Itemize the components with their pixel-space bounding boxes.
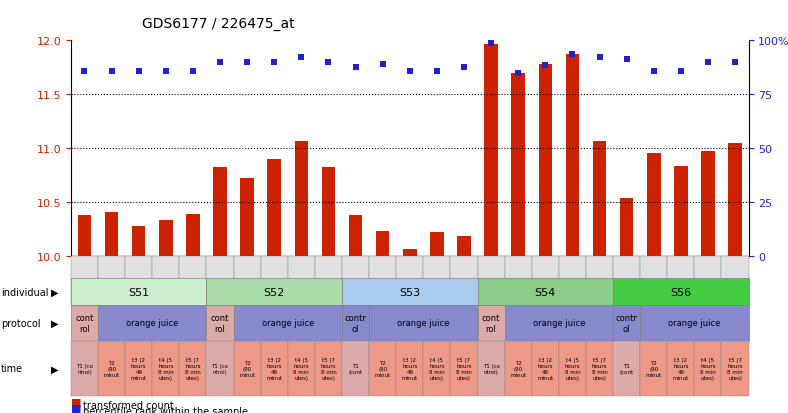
Text: ▶: ▶	[51, 287, 59, 297]
Bar	[728, 143, 742, 256]
Text: cont
rol: cont rol	[211, 313, 229, 333]
Bar	[457, 237, 470, 256]
Text: contr
ol: contr ol	[615, 313, 637, 333]
Bar	[132, 226, 146, 256]
Bar	[593, 141, 606, 256]
Text: individual: individual	[1, 287, 48, 297]
Text: ■: ■	[71, 397, 81, 407]
Bar	[295, 141, 308, 256]
Text: t5 (7
hours
8 min
utes): t5 (7 hours 8 min utes)	[592, 357, 608, 380]
Bar	[214, 168, 227, 256]
Bar	[186, 214, 199, 256]
Bar	[240, 179, 254, 256]
Text: S53: S53	[400, 287, 420, 297]
Bar	[566, 55, 579, 256]
Text: contr
ol: contr ol	[344, 313, 366, 333]
Text: t4 (5
hours
8 min
utes): t4 (5 hours 8 min utes)	[700, 357, 716, 380]
Text: time: time	[1, 363, 23, 374]
Bar	[349, 215, 362, 256]
Text: t4 (5
hours
8 min
utes): t4 (5 hours 8 min utes)	[158, 357, 173, 380]
Bar	[511, 74, 525, 256]
Text: transformed count: transformed count	[83, 400, 173, 410]
Text: ▶: ▶	[51, 363, 59, 374]
Text: GDS6177 / 226475_at: GDS6177 / 226475_at	[142, 17, 295, 31]
Text: orange juice: orange juice	[533, 319, 585, 328]
Text: t3 (2
hours
49
minut: t3 (2 hours 49 minut	[673, 357, 689, 380]
Bar	[159, 221, 173, 256]
Text: t5 (7
hours
8 min
utes): t5 (7 hours 8 min utes)	[185, 357, 201, 380]
Text: T2
(90
minut: T2 (90 minut	[645, 360, 662, 377]
Text: ■: ■	[71, 403, 81, 413]
Text: T1 (co
ntrol): T1 (co ntrol)	[76, 363, 93, 374]
Text: t4 (5
hours
8 min
utes): t4 (5 hours 8 min utes)	[429, 357, 444, 380]
Text: t4 (5
hours
8 min
utes): t4 (5 hours 8 min utes)	[564, 357, 580, 380]
Text: T2
(90
minut: T2 (90 minut	[103, 360, 120, 377]
Text: S54: S54	[535, 287, 556, 297]
Text: S52: S52	[264, 287, 284, 297]
Text: t3 (2
hours
49
minut: t3 (2 hours 49 minut	[266, 357, 282, 380]
Bar	[538, 65, 552, 256]
Text: orange juice: orange juice	[397, 319, 449, 328]
Text: protocol: protocol	[1, 318, 40, 328]
Text: percentile rank within the sample: percentile rank within the sample	[83, 406, 247, 413]
Bar	[403, 249, 417, 256]
Text: orange juice: orange juice	[126, 319, 178, 328]
Bar	[674, 167, 688, 256]
Text: T2
(90
minut: T2 (90 minut	[239, 360, 255, 377]
Text: orange juice: orange juice	[668, 319, 720, 328]
Text: orange juice: orange juice	[262, 319, 314, 328]
Text: t5 (7
hours
8 min
utes): t5 (7 hours 8 min utes)	[456, 357, 472, 380]
Text: S56: S56	[671, 287, 691, 297]
Bar	[485, 45, 498, 256]
Text: t4 (5
hours
8 min
utes): t4 (5 hours 8 min utes)	[293, 357, 309, 380]
Text: cont
rol: cont rol	[76, 313, 94, 333]
Text: ▶: ▶	[51, 318, 59, 328]
Text: T2
(90
minut: T2 (90 minut	[510, 360, 526, 377]
Bar	[701, 152, 715, 256]
Bar	[376, 231, 389, 256]
Bar	[267, 159, 281, 256]
Text: T1 (co
ntrol): T1 (co ntrol)	[211, 363, 229, 374]
Bar	[647, 154, 660, 256]
Text: t3 (2
hours
49
minut: t3 (2 hours 49 minut	[537, 357, 553, 380]
Text: T1 (co
ntrol): T1 (co ntrol)	[482, 363, 500, 374]
Bar	[322, 168, 335, 256]
Text: T2
(90
minut: T2 (90 minut	[374, 360, 391, 377]
Text: T1
(cont: T1 (cont	[619, 363, 634, 374]
Text: t5 (7
hours
8 min
utes): t5 (7 hours 8 min utes)	[727, 357, 743, 380]
Text: cont
rol: cont rol	[482, 313, 500, 333]
Text: t3 (2
hours
49
minut: t3 (2 hours 49 minut	[402, 357, 418, 380]
Text: T1
(cont: T1 (cont	[348, 363, 362, 374]
Bar	[430, 233, 444, 256]
Text: t5 (7
hours
8 min
utes): t5 (7 hours 8 min utes)	[321, 357, 336, 380]
Bar	[620, 198, 634, 256]
Bar	[105, 212, 118, 256]
Text: t3 (2
hours
49
minut: t3 (2 hours 49 minut	[131, 357, 147, 380]
Text: S51: S51	[128, 287, 149, 297]
Bar	[78, 215, 91, 256]
